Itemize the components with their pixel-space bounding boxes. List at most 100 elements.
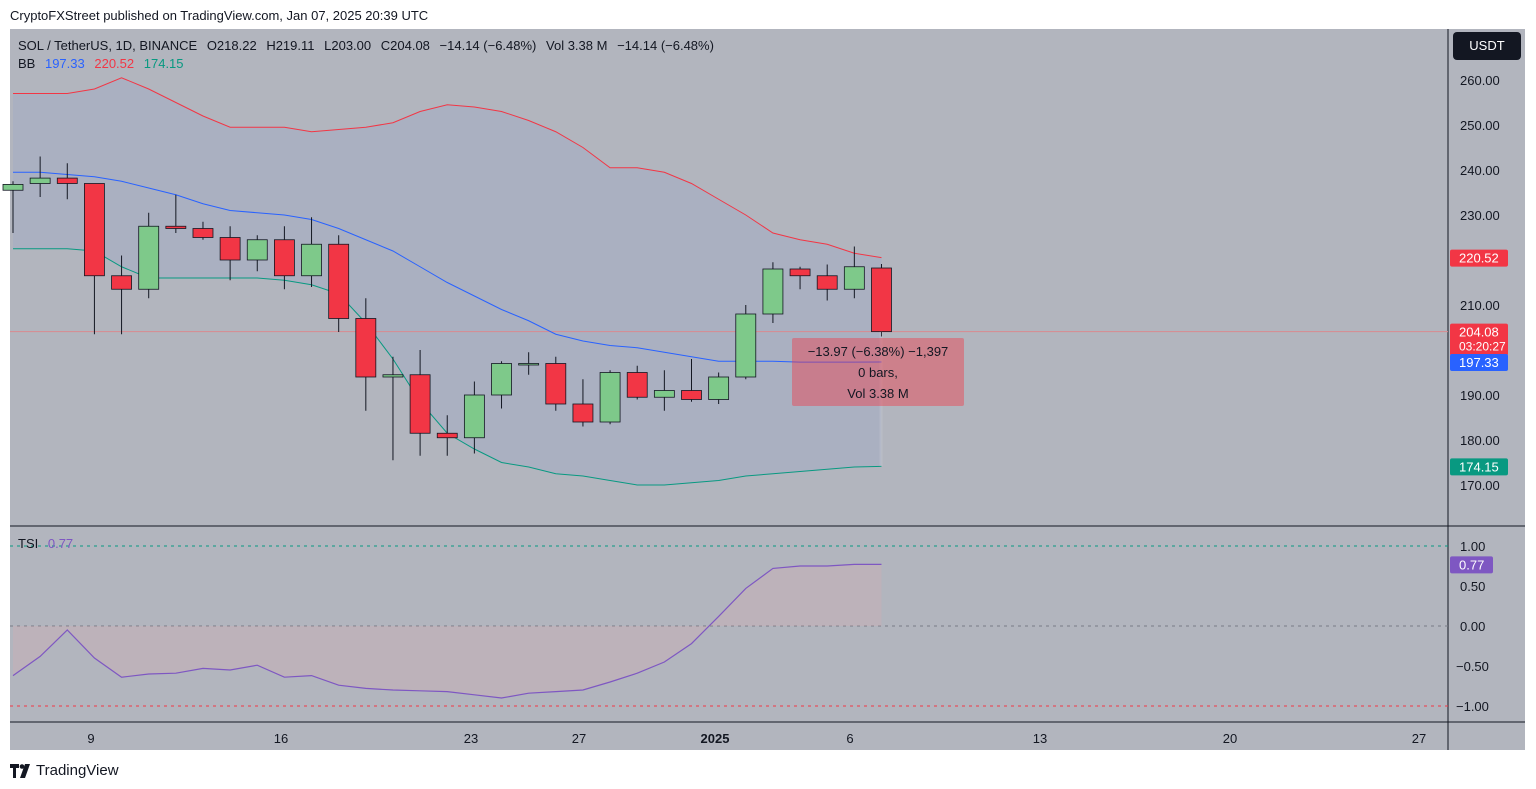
- price-tick-label: 240.00: [1460, 163, 1500, 178]
- candle-body: [409, 374, 431, 434]
- candle-body: [192, 228, 214, 238]
- candle-body: [301, 243, 322, 277]
- legend-bb-basis: 197.33: [44, 56, 85, 71]
- candle: [328, 235, 350, 332]
- tradingview-logo-icon: [10, 763, 30, 778]
- price-tick-label: 210.00: [1460, 298, 1500, 313]
- candle-body: [246, 239, 268, 261]
- candle-body: [789, 268, 811, 277]
- candle: [2, 181, 24, 233]
- candle-body: [138, 225, 160, 290]
- tsi-line: [12, 563, 882, 699]
- tooltip-bars: 0 bars,: [858, 365, 898, 380]
- price-tick-label: 170.00: [1460, 478, 1500, 493]
- currency-button[interactable]: USDT: [1453, 32, 1521, 60]
- candle-body: [681, 390, 702, 400]
- tradingview-logo[interactable]: TradingView: [10, 762, 119, 779]
- candle: [138, 212, 160, 299]
- candle: [653, 370, 675, 411]
- price-badge-label: 197.33: [1459, 355, 1499, 370]
- candle: [762, 262, 784, 323]
- candle-body: [626, 372, 648, 398]
- price-badge-label: 220.52: [1459, 251, 1499, 266]
- legend-tsi-value: 0.77: [47, 536, 74, 551]
- candle-body: [572, 403, 594, 423]
- candle: [436, 415, 458, 456]
- candle-body: [111, 275, 132, 290]
- candles: [2, 156, 892, 467]
- legend-bb-label: BB: [18, 56, 36, 71]
- candle: [518, 352, 540, 375]
- candle: [111, 255, 132, 335]
- price-badge-bg: [1450, 323, 1508, 356]
- candle-body: [816, 275, 838, 290]
- candle-body: [382, 374, 404, 378]
- candle: [491, 361, 512, 409]
- price-badge-bb-lower: 174.15: [1450, 458, 1508, 476]
- candle: [708, 372, 730, 404]
- tsi-tick-label: 1.00: [1460, 539, 1485, 554]
- price-tick-label: 250.00: [1460, 118, 1500, 133]
- attribution: CryptoFXStreet published on TradingView.…: [10, 8, 429, 23]
- legend-ohlc: SOL / TetherUS, 1D, BINANCE O218.22 H219…: [18, 38, 720, 53]
- measure-tooltip: −13.97 (−6.38%) −1,397 0 bars, Vol 3.38 …: [792, 338, 964, 406]
- candle-body: [56, 177, 78, 184]
- tsi-badge-label: 0.77: [1459, 557, 1484, 572]
- legend-change: −14.14 (−6.48%): [439, 38, 537, 53]
- price-badge-bg: [1450, 354, 1508, 372]
- price-tick-label: 230.00: [1460, 208, 1500, 223]
- tsi-tick-label: −1.00: [1456, 699, 1489, 714]
- time-tick-label: 2025: [701, 731, 730, 746]
- legend-tsi[interactable]: TSI 0.77: [18, 536, 79, 551]
- time-tick-label: 16: [274, 731, 288, 746]
- legend-bb-upper: 220.52: [94, 56, 135, 71]
- legend-symbol[interactable]: SOL / TetherUS, 1D, BINANCE: [18, 38, 198, 53]
- candle-body: [545, 363, 567, 405]
- legend-bb[interactable]: BB 197.33 220.52 174.15: [18, 56, 190, 71]
- candle-body: [84, 183, 105, 277]
- price-badge-bg: [1450, 458, 1508, 476]
- candle: [301, 217, 322, 287]
- candle: [219, 226, 241, 281]
- tsi-area: [13, 564, 882, 698]
- price-badge-bg: [1450, 249, 1508, 267]
- time-tick-label: 27: [572, 731, 586, 746]
- candle: [165, 194, 187, 233]
- candle: [681, 359, 702, 402]
- legend-low: L203.00: [324, 38, 372, 53]
- candle-body: [219, 237, 241, 261]
- candle: [843, 246, 865, 299]
- grid: [10, 29, 1525, 750]
- time-tick-label: 9: [87, 731, 94, 746]
- candle-body: [762, 268, 784, 315]
- time-tick-label: 27: [1412, 731, 1426, 746]
- chart-area[interactable]: [10, 29, 1525, 750]
- candle: [599, 370, 621, 425]
- legend-open: O218.22: [206, 38, 257, 53]
- candle-body: [328, 243, 350, 319]
- candle: [463, 381, 485, 454]
- brand-name: TradingView: [36, 762, 119, 779]
- price-badge-label: 204.08: [1459, 325, 1499, 340]
- candle-body: [491, 363, 512, 396]
- candle-body: [273, 239, 295, 277]
- tsi-value-badge: 0.77: [1450, 556, 1493, 574]
- candle-body: [2, 183, 24, 191]
- time-tick-label: 23: [464, 731, 478, 746]
- candle: [29, 156, 51, 197]
- bollinger-upper-line: [13, 77, 882, 259]
- price-tick-label: 180.00: [1460, 433, 1500, 448]
- candle: [192, 221, 214, 240]
- candle-body: [599, 372, 621, 423]
- tooltip-volume: Vol 3.38 M: [847, 386, 909, 401]
- candle: [545, 356, 567, 411]
- candle-body: [165, 225, 187, 229]
- candle: [572, 379, 594, 427]
- candle-body: [843, 266, 865, 290]
- tsi-tick-label: 0.00: [1460, 619, 1485, 634]
- candle-body: [463, 394, 485, 439]
- legend-high: H219.11: [266, 38, 315, 53]
- candle: [246, 235, 268, 272]
